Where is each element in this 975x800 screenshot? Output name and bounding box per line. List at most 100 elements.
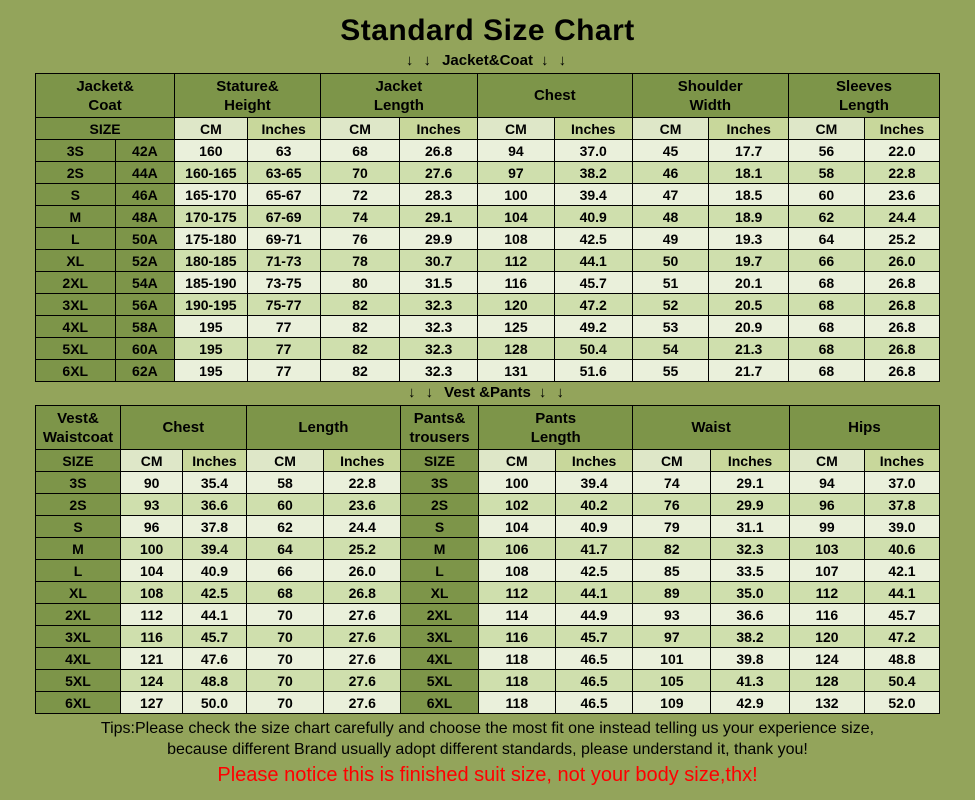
measurement-cell: 82: [319, 359, 401, 382]
measurement-cell: 100: [119, 537, 184, 560]
measurement-cell: 108: [477, 559, 556, 582]
down-arrows-icon: ↓ ↓: [540, 52, 570, 69]
measurement-cell: 42.5: [554, 559, 634, 582]
size-row: L 50A 175-180 69-71 76 29.9 108 42.5 49 19.3 64 25.…: [35, 227, 941, 250]
measurement-cell: 20.5: [708, 293, 789, 316]
measurement-cell: 25.2: [863, 227, 941, 250]
measurement-cell: 93: [119, 493, 184, 516]
measurement-cell: 27.6: [323, 603, 402, 626]
measurement-cell: 160: [174, 139, 248, 162]
size-label-cell: 62A: [114, 359, 176, 382]
measurement-cell: 68: [787, 271, 865, 294]
size-label-cell: 52A: [114, 249, 176, 272]
measurement-cell: 79: [632, 515, 712, 538]
measurement-cell: 128: [788, 669, 865, 692]
measurement-cell: 82: [319, 293, 401, 316]
inches-header: Inches: [323, 449, 402, 472]
tips-text: Tips:Please check the size chart careful…: [35, 718, 940, 760]
size-row: 5XL 60A 195 77 82 32.3 128 50.4 54 21.3 68 26.8: [35, 337, 941, 360]
measurement-cell: 89: [632, 581, 712, 604]
measurement-cell: 44.9: [554, 603, 634, 626]
measurement-cell: 45.7: [554, 625, 634, 648]
measurement-cell: 195: [174, 359, 248, 382]
measurement-cell: 112: [119, 603, 184, 626]
size-row: 5XL 124 48.8 70 27.6 5XL 118 46.5 105 41.3 128 50.4: [35, 669, 941, 692]
measurement-cell: 109: [632, 691, 712, 714]
cm-header: CM: [245, 449, 325, 472]
measurement-cell: 58: [787, 161, 865, 184]
measurement-cell: 45.7: [863, 603, 941, 626]
measurement-cell: 175-180: [174, 227, 248, 250]
measurement-cell: 53: [631, 315, 710, 338]
measurement-cell: 33.5: [710, 559, 790, 582]
measurement-cell: 42.5: [553, 227, 633, 250]
measurement-cell: 23.6: [863, 183, 941, 206]
measurement-cell: 45: [631, 139, 710, 162]
group-header-row: Jacket& Coat Stature& Height Jacket Length Che…: [34, 73, 941, 118]
size-label-cell: 4XL: [35, 315, 116, 338]
unit-header-row: SIZE CM Inches CM Inches CM Inches CM Inches CM In…: [34, 117, 941, 140]
measurement-cell: 132: [788, 691, 865, 714]
measurement-cell: 32.3: [710, 537, 790, 560]
measurement-cell: 48.8: [182, 669, 247, 692]
measurement-cell: 118: [477, 647, 556, 670]
measurement-cell: 66: [245, 559, 325, 582]
measurement-cell: 112: [788, 581, 865, 604]
inches-header: Inches: [710, 449, 790, 472]
measurement-cell: 104: [119, 559, 184, 582]
measurement-cell: 37.8: [182, 515, 247, 538]
size-label-cell: M: [35, 205, 116, 228]
measurement-cell: 38.2: [710, 625, 790, 648]
measurement-cell: 47: [631, 183, 710, 206]
measurement-cell: 99: [788, 515, 865, 538]
measurement-cell: 37.0: [863, 471, 941, 494]
measurement-cell: 76: [319, 227, 401, 250]
column-group-header: Waist: [632, 405, 790, 450]
measurement-cell: 47.6: [182, 647, 247, 670]
measurement-cell: 62: [245, 515, 325, 538]
measurement-cell: 46.5: [554, 691, 634, 714]
size-row: M 100 39.4 64 25.2 M 106 41.7 82 32.3 103 40.6: [35, 537, 941, 560]
measurement-cell: 107: [788, 559, 865, 582]
size-row: 3S 90 35.4 58 22.8 3S 100 39.4 74 29.1 94 37.0: [35, 471, 941, 494]
inches-header: Inches: [863, 449, 941, 472]
size-label-cell: 3S: [400, 471, 479, 494]
measurement-cell: 44.1: [554, 581, 634, 604]
measurement-cell: 114: [477, 603, 556, 626]
measurement-cell: 20.9: [708, 315, 789, 338]
measurement-cell: 170-175: [174, 205, 248, 228]
page-title: Standard Size Chart: [340, 14, 635, 47]
measurement-cell: 70: [245, 647, 325, 670]
measurement-cell: 29.1: [399, 205, 479, 228]
down-arrows-icon: ↓ ↓: [538, 384, 568, 401]
measurement-cell: 62: [787, 205, 865, 228]
size-header: SIZE: [35, 449, 121, 472]
measurement-cell: 26.8: [399, 139, 479, 162]
measurement-cell: 74: [632, 471, 712, 494]
measurement-cell: 45.7: [553, 271, 633, 294]
measurement-cell: 195: [174, 315, 248, 338]
measurement-cell: 23.6: [323, 493, 402, 516]
measurement-cell: 31.5: [399, 271, 479, 294]
size-label-cell: 2S: [400, 493, 479, 516]
measurement-cell: 27.6: [323, 625, 402, 648]
measurement-cell: 42.9: [710, 691, 790, 714]
measurement-cell: 63-65: [246, 161, 321, 184]
measurement-cell: 47.2: [863, 625, 941, 648]
size-label-cell: M: [35, 537, 121, 560]
measurement-cell: 41.7: [554, 537, 634, 560]
inches-header: Inches: [182, 449, 247, 472]
measurement-cell: 131: [477, 359, 555, 382]
measurement-cell: 49.2: [553, 315, 633, 338]
measurement-cell: 70: [245, 603, 325, 626]
measurement-cell: 58: [245, 471, 325, 494]
measurement-cell: 96: [788, 493, 865, 516]
measurement-cell: 106: [477, 537, 556, 560]
measurement-cell: 103: [788, 537, 865, 560]
column-group-header: Hips: [788, 405, 941, 450]
size-label-cell: 6XL: [35, 691, 121, 714]
size-row: 3XL 56A 190-195 75-77 82 32.3 120 47.2 52 20.5 68 2…: [35, 293, 941, 316]
column-group-header: Shoulder Width: [631, 73, 789, 118]
measurement-cell: 42.5: [182, 581, 247, 604]
measurement-cell: 128: [477, 337, 555, 360]
